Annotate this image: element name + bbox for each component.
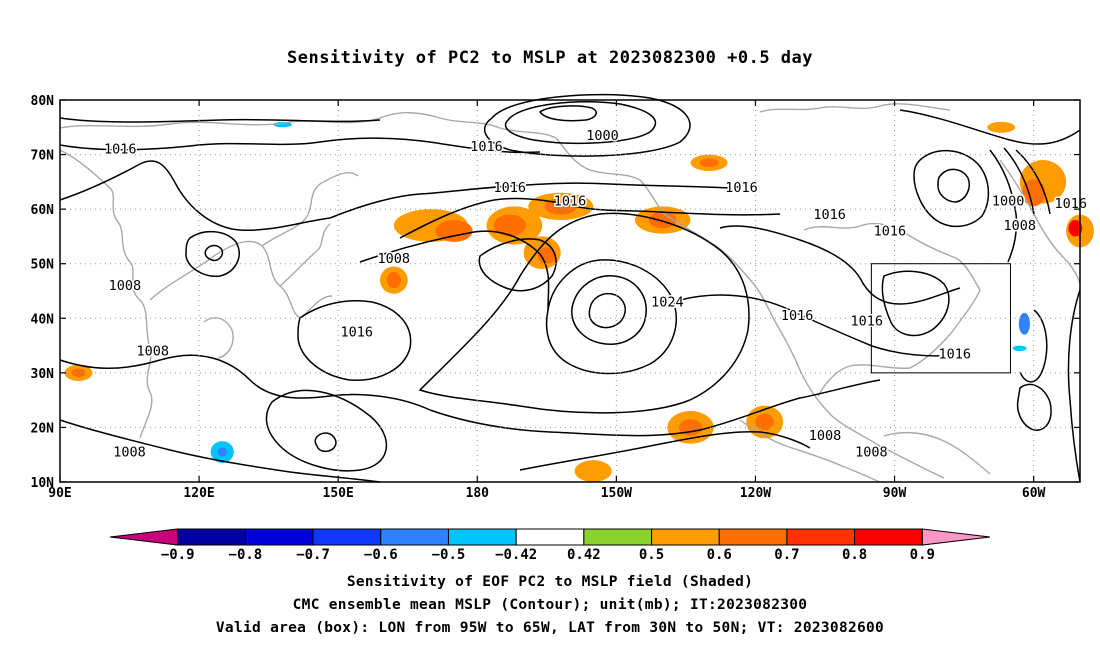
colorbar-label: −0.6 xyxy=(364,547,398,563)
contour-label: 1016 xyxy=(493,180,526,196)
y-axis: 10N 20N 30N 40N 50N 60N 70N 80N xyxy=(31,94,1080,491)
sensitivity-patch xyxy=(386,271,401,289)
colorbar-swatch xyxy=(854,528,923,546)
sensitivity-patch xyxy=(987,121,1016,133)
colorbar-label: 0.9 xyxy=(910,547,935,563)
contour-label: 1016 xyxy=(939,346,972,362)
sensitivity-patch xyxy=(537,247,557,264)
graticule xyxy=(60,100,1080,482)
x-tick-label: 150W xyxy=(601,486,632,501)
colorbar-swatch xyxy=(447,528,517,546)
y-tick-label: 60N xyxy=(31,203,55,218)
contour-label: 1000 xyxy=(586,128,619,144)
sensitivity-patch xyxy=(71,368,86,378)
contour-label: 1016 xyxy=(1054,196,1087,212)
colorbar-swatch xyxy=(651,528,720,546)
y-tick-label: 20N xyxy=(31,421,55,436)
coastlines xyxy=(59,103,1081,483)
y-tick-label: 50N xyxy=(31,258,55,273)
contour-label: 1008 xyxy=(113,444,146,460)
chart-title: Sensitivity of PC2 to MSLP at 2023082300… xyxy=(286,48,813,68)
x-tick-label: 180 xyxy=(466,486,490,501)
x-tick-label: 120W xyxy=(740,486,771,501)
colorbar: −0.9 −0.8 −0.7 −0.6 −0.5 −0.42 0.42 0.5 0.6 0.7 0.… xyxy=(109,528,991,563)
sensitivity-patch xyxy=(1068,220,1083,237)
sensitivity-patch xyxy=(1022,179,1046,207)
contour-label: 1016 xyxy=(850,314,883,330)
sensitivity-patch xyxy=(574,460,612,483)
colorbar-swatch xyxy=(244,528,314,546)
colorbar-label: −0.7 xyxy=(296,547,330,563)
colorbar-swatch xyxy=(177,528,246,546)
colorbar-swatch xyxy=(515,528,585,546)
contour-label: 1016 xyxy=(813,207,846,223)
colorbar-label: 0.5 xyxy=(639,547,664,563)
plot-frame xyxy=(59,99,1081,483)
contour-label: 1024 xyxy=(651,294,684,310)
colorbar-swatch xyxy=(583,528,653,546)
y-tick-label: 40N xyxy=(31,312,55,327)
sensitivity-patch xyxy=(648,211,677,229)
mslp-contours xyxy=(59,93,1081,483)
caption-line-1: Sensitivity of EOF PC2 to MSLP field (Sh… xyxy=(346,574,754,590)
x-tick-label: 150E xyxy=(323,486,354,501)
caption-line-2: CMC ensemble mean MSLP (Contour); unit(m… xyxy=(292,597,808,613)
colorbar-label: −0.42 xyxy=(495,547,537,563)
sensitivity-patch xyxy=(755,413,775,431)
valid-area-box xyxy=(870,263,1011,374)
colorbar-swatch xyxy=(380,528,449,546)
sensitivity-patch xyxy=(1012,345,1027,352)
contour-label: 1016 xyxy=(104,142,137,158)
colorbar-label: −0.9 xyxy=(161,547,195,563)
contour-label: 1008 xyxy=(855,444,888,460)
contour-label: 1008 xyxy=(809,428,842,444)
contour-label: 1008 xyxy=(378,251,411,267)
colorbar-label: −0.5 xyxy=(432,547,466,563)
colorbar-swatch xyxy=(718,528,788,546)
colorbar-swatch xyxy=(786,528,856,546)
contour-label: 1016 xyxy=(470,139,503,155)
contour-label: 1008 xyxy=(1003,218,1036,234)
colorbar-label: −0.8 xyxy=(229,547,263,563)
contour-label: 1008 xyxy=(109,278,142,294)
contour-label: 1000 xyxy=(992,193,1025,209)
colorbar-swatch xyxy=(109,528,179,546)
x-tick-label: 120E xyxy=(183,486,214,501)
contour-label: 1016 xyxy=(781,308,814,324)
y-tick-label: 70N xyxy=(31,149,55,164)
x-tick-label: 90E xyxy=(48,486,71,501)
sensitivity-patch xyxy=(1018,312,1030,335)
colorbar-label: 0.42 xyxy=(567,547,601,563)
colorbar-label: 0.6 xyxy=(707,547,732,563)
contour-label: 1016 xyxy=(554,193,587,209)
contour-label: 1008 xyxy=(136,344,169,360)
y-tick-label: 10N xyxy=(31,476,55,491)
colorbar-swatch xyxy=(921,528,991,546)
sensitivity-patch xyxy=(435,220,473,242)
sensitivity-patch xyxy=(699,158,719,168)
colorbar-label: 0.8 xyxy=(842,547,867,563)
y-tick-label: 30N xyxy=(31,367,55,382)
x-axis: 90E 120E 150E 180 150W 120W 90W 60W xyxy=(48,100,1046,501)
contour-label: 1016 xyxy=(340,324,373,340)
x-tick-label: 90W xyxy=(883,486,907,501)
colorbar-label: 0.7 xyxy=(774,547,799,563)
contour-labels: 1000 1016 1016 1016 1016 1016 1016 1016 1000 1008… xyxy=(103,126,1089,462)
sensitivity-patch xyxy=(493,214,526,237)
y-tick-label: 80N xyxy=(31,94,55,109)
contour-label: 1016 xyxy=(874,223,907,239)
x-tick-label: 60W xyxy=(1022,486,1046,501)
colorbar-swatch xyxy=(312,528,382,546)
caption-line-3: Valid area (box): LON from 95W to 65W, L… xyxy=(215,620,885,636)
sensitivity-patch xyxy=(217,447,227,457)
contour-label: 1016 xyxy=(725,180,758,196)
